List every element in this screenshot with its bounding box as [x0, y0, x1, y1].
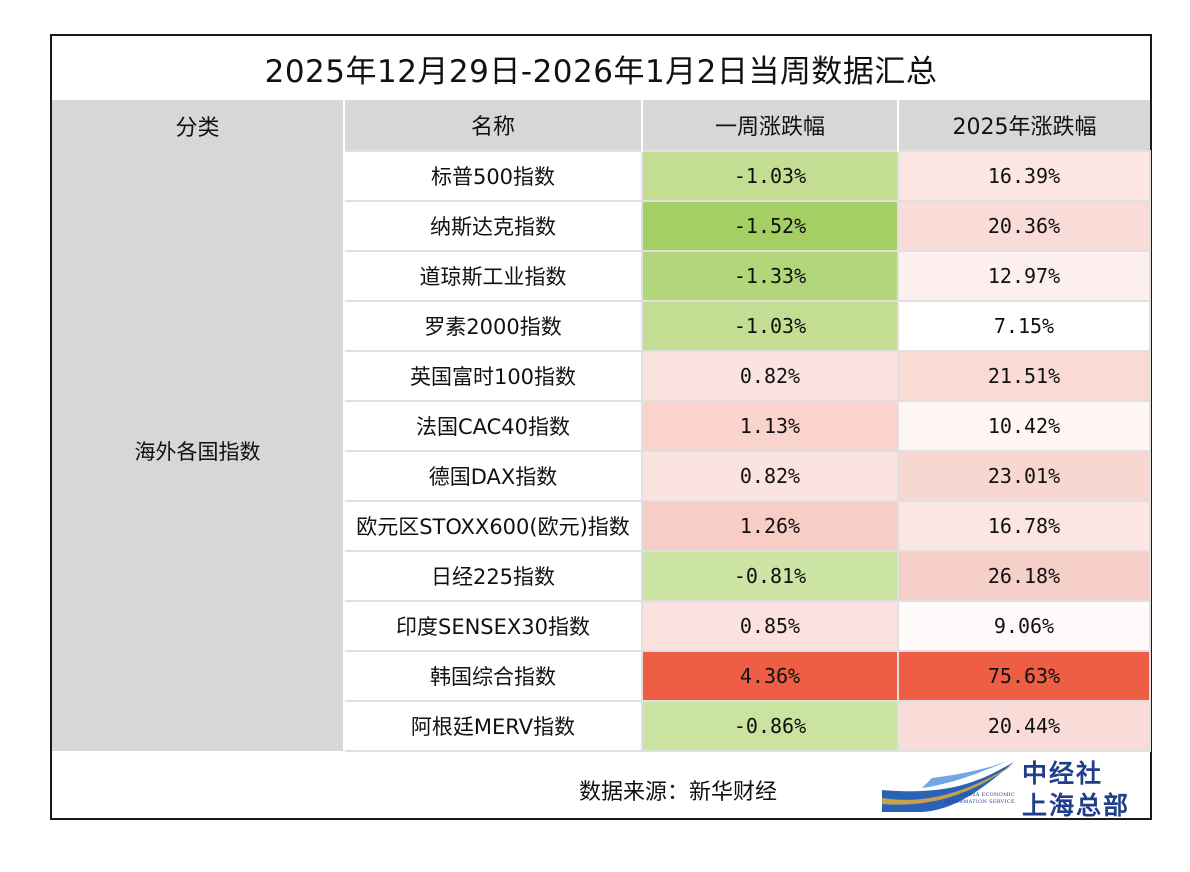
ceis-wave-logo-icon — [882, 760, 1014, 812]
table-row: 德国DAX指数 0.82% 23.01% — [52, 450, 1151, 502]
table-row: 印度SENSEX30指数 0.85% 9.06% — [52, 600, 1151, 652]
index-name-cell: 纳斯达克指数 — [343, 200, 643, 252]
table-header-row: 分类 名称 一周涨跌幅 2025年涨跌幅 — [52, 100, 1150, 151]
year-change-cell: 9.06% — [897, 600, 1151, 652]
table-row: 欧元区STOXX600(欧元)指数 1.26% 16.78% — [52, 500, 1151, 552]
week-change-cell: -1.03% — [641, 300, 899, 352]
index-name-cell: 欧元区STOXX600(欧元)指数 — [343, 500, 643, 552]
index-name: 韩国综合指数 — [430, 665, 556, 689]
week-change-cell: 0.85% — [641, 600, 899, 652]
week-change-cell: -0.86% — [641, 700, 899, 752]
year-change-cell: 26.18% — [897, 550, 1151, 602]
data-source-note: 数据来源：新华财经 — [579, 780, 778, 805]
index-name-cell: 德国DAX指数 — [343, 450, 643, 502]
week-change-cell: 1.26% — [641, 500, 899, 552]
table-row: 英国富时100指数 0.82% 21.51% — [52, 350, 1151, 402]
index-table: 分类 名称 一周涨跌幅 2025年涨跌幅 海外各国指数 标普500指数 -1.03%… — [52, 100, 1151, 752]
page-title: 2025年12月29日-2026年1月2日当周数据汇总 — [264, 53, 938, 90]
table-row: 海外各国指数 标普500指数 -1.03% 16.39% — [52, 150, 1151, 751]
header-week-change: 一周涨跌幅 — [642, 100, 899, 151]
header-year-change: 2025年涨跌幅 — [898, 100, 1150, 151]
week-change-cell: -1.03% — [641, 150, 899, 202]
table-row: 日经225指数 -0.81% 26.18% — [52, 550, 1151, 602]
index-name: 英国富时100指数 — [409, 365, 577, 389]
year-change-cell: 7.15% — [897, 300, 1151, 352]
index-name-cell: 阿根廷MERV指数 — [343, 700, 643, 752]
week-change-cell: -1.33% — [641, 250, 899, 302]
year-change-cell: 12.97% — [897, 250, 1151, 302]
table-row: 罗素2000指数 -1.03% 7.15% — [52, 300, 1151, 352]
year-change-cell: 16.78% — [897, 500, 1151, 552]
year-change-cell: 21.51% — [897, 350, 1151, 402]
index-name-cell: 法国CAC40指数 — [343, 400, 643, 452]
week-change-cell: 0.82% — [641, 450, 899, 502]
logo-english-line1: CHINA ECONOMIC — [960, 792, 1015, 798]
index-name-cell: 标普500指数 — [343, 150, 643, 202]
week-change-cell: 1.13% — [641, 400, 899, 452]
table-row: 韩国综合指数 4.36% 75.63% — [52, 650, 1151, 702]
index-name-cell: 韩国综合指数 — [343, 650, 643, 702]
header-name: 名称 — [344, 100, 643, 151]
logo-english-line2: INFORMATION SERVICE — [944, 799, 1015, 805]
week-change-cell: -1.52% — [641, 200, 899, 252]
index-name: 阿根廷MERV指数 — [410, 715, 576, 739]
week-change-cell: -0.81% — [641, 550, 899, 602]
year-change-cell: 16.39% — [897, 150, 1151, 202]
week-change-cell: 4.36% — [641, 650, 899, 702]
week-change-cell: 0.82% — [641, 350, 899, 402]
logo-text-line1: 中经社 — [1022, 759, 1104, 788]
table-row: 道琼斯工业指数 -1.33% 12.97% — [52, 250, 1151, 302]
index-name: 欧元区STOXX600(欧元)指数 — [356, 515, 630, 539]
ceis-logo: 中经社 上海总部 CHINA ECONOMIC INFORMATION SERV… — [882, 754, 1152, 820]
summary-table-frame: 2025年12月29日-2026年1月2日当周数据汇总 分类 名称 一周涨跌幅 … — [50, 34, 1152, 820]
index-name-cell: 道琼斯工业指数 — [343, 250, 643, 302]
index-name: 印度SENSEX30指数 — [395, 615, 590, 639]
year-change-cell: 20.44% — [897, 700, 1151, 752]
table-row: 纳斯达克指数 -1.52% 20.36% — [52, 200, 1151, 252]
index-name: 罗素2000指数 — [424, 315, 562, 339]
index-name: 法国CAC40指数 — [415, 415, 571, 439]
table-row: 阿根廷MERV指数 -0.86% 20.44% — [52, 700, 1151, 752]
year-change-cell: 75.63% — [897, 650, 1151, 702]
index-name: 标普500指数 — [430, 165, 556, 189]
table-row: 法国CAC40指数 1.13% 10.42% — [52, 400, 1151, 452]
index-name-cell: 印度SENSEX30指数 — [343, 600, 643, 652]
index-name-cell: 日经225指数 — [343, 550, 643, 602]
year-change-cell: 20.36% — [897, 200, 1151, 252]
category-cell: 海外各国指数 — [52, 151, 345, 751]
index-name: 德国DAX指数 — [428, 465, 558, 489]
index-name-cell: 罗素2000指数 — [343, 300, 643, 352]
year-change-cell: 23.01% — [897, 450, 1151, 502]
index-name: 纳斯达克指数 — [430, 215, 556, 239]
footer: 数据来源：新华财经 中经社 上海总部 CHINA ECONOMIC INFORM… — [52, 750, 1150, 820]
index-name: 道琼斯工业指数 — [419, 265, 567, 289]
year-change-cell: 10.42% — [897, 400, 1151, 452]
index-name: 日经225指数 — [430, 565, 556, 589]
header-category: 分类 — [52, 100, 345, 151]
logo-text-line2: 上海总部 — [1022, 791, 1131, 820]
index-name-cell: 英国富时100指数 — [343, 350, 643, 402]
